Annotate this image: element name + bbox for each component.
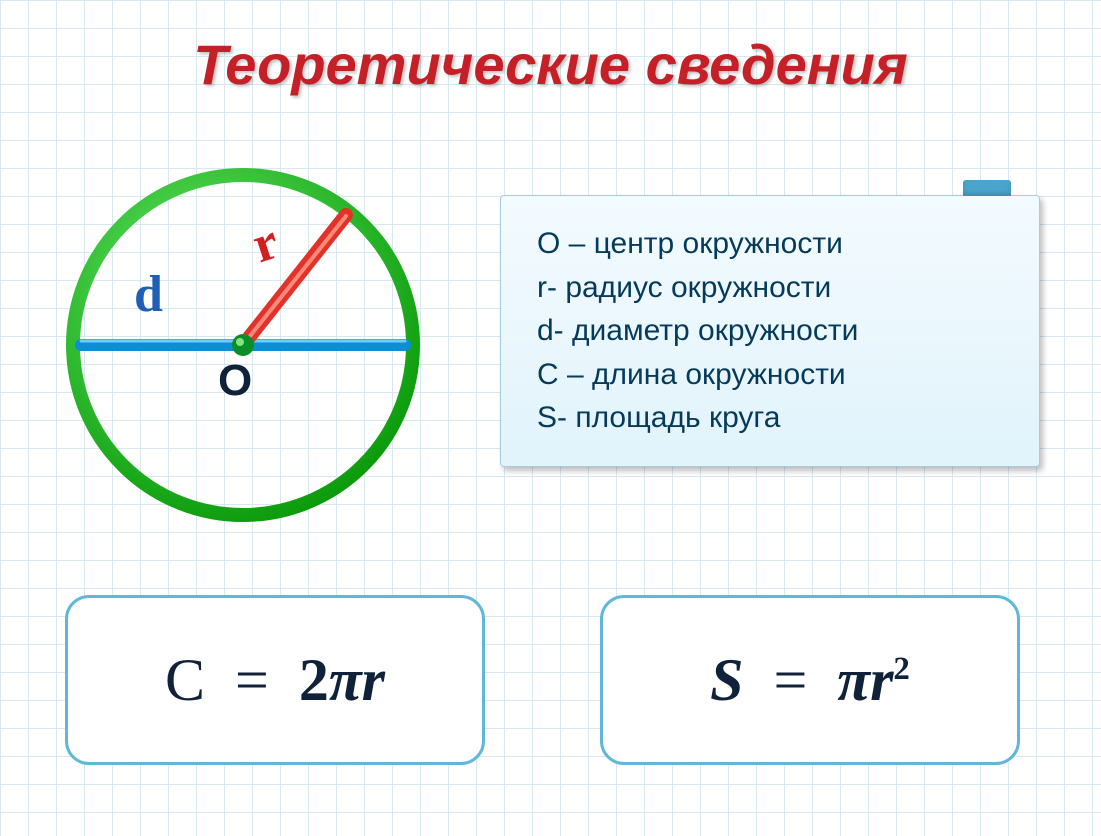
formula-text: C = 2πr	[165, 646, 385, 715]
var-S: S	[710, 647, 743, 713]
var-r: r	[870, 647, 893, 713]
equals	[220, 647, 235, 713]
legend-row: d- диаметр окружности	[537, 309, 1009, 353]
equals: =	[773, 647, 807, 713]
legend-row: C – длина окружности	[537, 353, 1009, 397]
var-r: r	[362, 647, 385, 713]
page-title: Теоретические сведения	[0, 32, 1101, 97]
pi: π	[837, 647, 870, 713]
formula-circumference: C = 2πr	[65, 595, 485, 765]
legend-row: r- радиус окружности	[537, 266, 1009, 310]
circle-diagram: d r O	[58, 160, 428, 530]
pi: π	[329, 647, 362, 713]
exp-2: 2	[893, 651, 910, 687]
center-label: O	[218, 356, 252, 406]
center-point	[232, 334, 254, 356]
legend-row: O – центр окружности	[537, 222, 1009, 266]
coef-2: 2	[299, 647, 329, 713]
formula-text: S = πr2	[710, 646, 910, 715]
diameter-label: d	[134, 265, 163, 324]
legend-row: S- площадь круга	[537, 396, 1009, 440]
legend-box: O – центр окружности r- радиус окружност…	[500, 195, 1040, 467]
var-C: C	[165, 647, 205, 713]
formula-area: S = πr2	[600, 595, 1020, 765]
